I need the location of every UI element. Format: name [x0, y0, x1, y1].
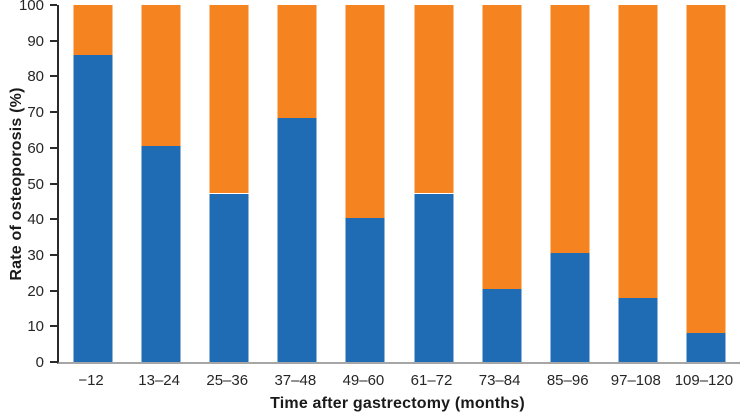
bar-segment-osteoporosis: [482, 288, 522, 362]
bar-segment-no-osteoporosis: [550, 5, 590, 253]
bar-segment-no-osteoporosis: [618, 5, 658, 299]
bar-segment-no-osteoporosis: [209, 5, 249, 194]
y-tick-mark: [50, 218, 57, 221]
bar-segment-osteoporosis: [345, 218, 385, 362]
y-tick-mark: [50, 146, 57, 149]
x-tick-label: 37–48: [274, 372, 317, 389]
x-axis-labels: −12 13–24 25–36 37–48 49–60 61–72 73–84 85–96 97…: [57, 372, 738, 389]
y-tick-label: 30: [27, 246, 44, 264]
bar-109–120: [686, 5, 726, 362]
y-tick-label: 0: [35, 354, 44, 371]
y-tick-label: 80: [27, 68, 44, 86]
bar-slot: [195, 5, 263, 362]
bar-segment-no-osteoporosis: [277, 5, 317, 119]
x-tick-label: 49–60: [342, 372, 385, 389]
bar-segment-osteoporosis: [209, 193, 249, 362]
y-tick-label: 60: [27, 139, 44, 157]
y-tick-label: 90: [27, 32, 44, 50]
bar-segment-osteoporosis: [618, 298, 658, 362]
bar-13–24: [141, 5, 181, 362]
y-tick-label: 70: [27, 104, 44, 122]
bar-segment-no-osteoporosis: [414, 5, 454, 194]
y-tick-mark: [50, 325, 57, 328]
y-tick-mark: [50, 253, 57, 256]
bar-segment-osteoporosis: [686, 332, 726, 362]
plot-area: [50, 4, 740, 364]
bar-segment-no-osteoporosis: [141, 5, 181, 147]
y-tick-label: 10: [27, 318, 44, 336]
bar-37–48: [277, 5, 317, 362]
y-tick-mark: [50, 289, 57, 292]
x-tick-label: 73–84: [478, 372, 521, 389]
y-tick-mark: [50, 4, 57, 6]
y-tick-mark: [50, 111, 57, 114]
bar-segment-osteoporosis: [550, 252, 590, 362]
y-tick-label: 40: [27, 211, 44, 229]
bar-97–108: [618, 5, 658, 362]
y-tick-label: 100: [18, 0, 44, 14]
x-tick-label: 97–108: [610, 372, 661, 389]
bars-row: [59, 5, 740, 362]
y-tick-label: 50: [27, 175, 44, 193]
bar-slot: [604, 5, 672, 362]
bar-slot: [263, 5, 331, 362]
bar-slot: [59, 5, 127, 362]
bar-slot: [672, 5, 740, 362]
bar-49–60: [345, 5, 385, 362]
bar-segment-osteoporosis: [73, 54, 113, 362]
y-tick-label: 20: [27, 282, 44, 300]
bar-segment-no-osteoporosis: [73, 5, 113, 55]
bar-73–84: [482, 5, 522, 362]
y-tick-mark: [50, 75, 57, 78]
bar-slot: [127, 5, 195, 362]
y-tick-mark: [50, 182, 57, 185]
x-tick-label: 25–36: [206, 372, 249, 389]
bar-segment-osteoporosis: [277, 118, 317, 362]
y-tick-mark: [50, 39, 57, 42]
bar-segment-osteoporosis: [414, 193, 454, 362]
bar-segment-no-osteoporosis: [686, 5, 726, 333]
bar-slot: [468, 5, 536, 362]
x-tick-label: 13–24: [138, 372, 180, 389]
x-tick-label: 109–120: [674, 372, 734, 389]
bar-slot: [331, 5, 399, 362]
bar-−12: [73, 5, 113, 362]
x-tick-label: 61–72: [410, 372, 453, 389]
y-axis: 0 10 20 30 40 50 60 70 80 90 100: [0, 0, 57, 370]
bar-segment-no-osteoporosis: [482, 5, 522, 289]
bar-slot: [536, 5, 604, 362]
bar-segment-no-osteoporosis: [345, 5, 385, 219]
bar-25–36: [209, 5, 249, 362]
bar-61–72: [414, 5, 454, 362]
x-tick-label: −12: [78, 372, 104, 389]
y-tick-mark: [50, 361, 57, 363]
x-tick-label: 85–96: [546, 372, 589, 389]
bar-85–96: [550, 5, 590, 362]
x-axis-title: Time after gastrectomy (months): [270, 395, 525, 412]
bar-slot: [399, 5, 467, 362]
bar-segment-osteoporosis: [141, 146, 181, 362]
